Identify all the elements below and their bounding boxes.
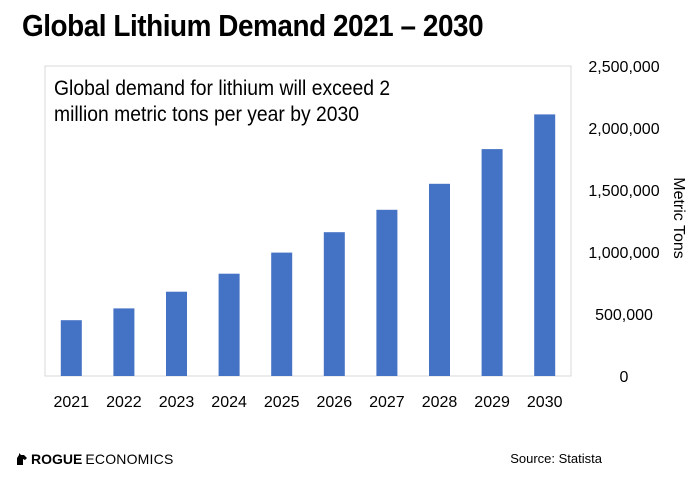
logo-text-economics: ECONOMICS (85, 451, 174, 467)
bar-2027 (376, 209, 398, 376)
x-tick-label: 2022 (106, 394, 142, 411)
bar-2029 (481, 149, 503, 376)
x-tick-label: 2030 (527, 394, 563, 411)
x-tick-label: 2028 (422, 394, 458, 411)
x-tick-label: 2021 (54, 394, 90, 411)
bar-2030 (534, 114, 556, 377)
x-tick-label: 2029 (474, 394, 510, 411)
bar-2021 (60, 320, 82, 376)
bar-2024 (218, 273, 240, 376)
x-tick-label: 2025 (264, 394, 300, 411)
bar-2022 (113, 308, 135, 376)
y-tick-label: 2,500,000 (588, 59, 659, 76)
x-tick-label: 2023 (159, 394, 195, 411)
y-tick-label: 500,000 (595, 307, 653, 324)
rogue-logo-icon (16, 452, 28, 466)
x-tick-label: 2024 (211, 394, 247, 411)
y-tick-label: 2,000,000 (588, 121, 659, 138)
logo-text-rogue: ROGUE (31, 451, 83, 467)
x-tick-label: 2026 (317, 394, 353, 411)
rogue-economics-logo: ROGUE ECONOMICS (16, 451, 173, 467)
bar-2026 (323, 232, 345, 376)
y-tick-label: 1,000,000 (588, 245, 659, 262)
chart-annotation: Global demand for lithium will exceed 2 … (54, 77, 391, 126)
y-tick-label: 1,500,000 (588, 183, 659, 200)
bar-2028 (429, 183, 450, 376)
chart-title: Global Lithium Demand 2021 – 2030 (22, 8, 484, 43)
y-axis-label: Metric Tons (669, 177, 687, 259)
bar-2023 (166, 291, 187, 376)
source-note: Source: Statista (510, 451, 602, 466)
y-tick-label: 0 (620, 369, 629, 386)
x-tick-label: 2027 (369, 394, 405, 411)
bar-2025 (271, 252, 293, 376)
plot-area-border (44, 65, 572, 377)
